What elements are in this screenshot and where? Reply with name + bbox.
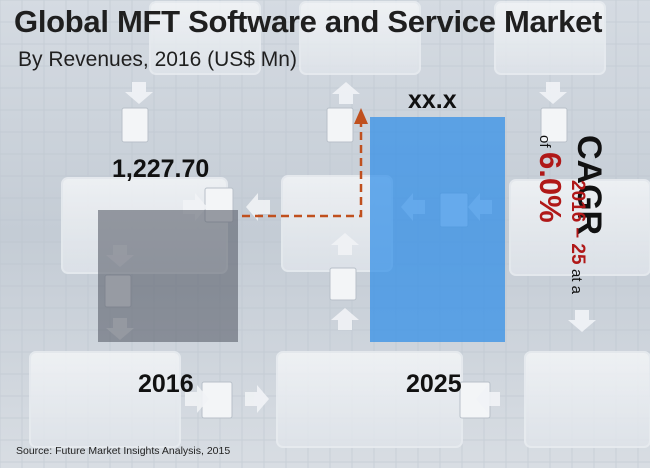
chart-subtitle: By Revenues, 2016 (US$ Mn) <box>18 48 297 71</box>
cagr-at: at a <box>568 268 585 295</box>
source-note: Source: Future Market Insights Analysis,… <box>16 445 231 457</box>
cagr-of: of <box>536 135 553 148</box>
cagr-rate: 6.0% <box>533 151 568 223</box>
data-label-2016: 1,227.70 <box>112 155 210 183</box>
growth-arrow-head <box>354 108 368 124</box>
bar-2016 <box>98 210 238 342</box>
x-tick-2025: 2025 <box>406 370 462 398</box>
chart-title: Global MFT Software and Service Market <box>14 4 603 39</box>
cagr-period: 2016 – 25 <box>567 180 588 265</box>
x-tick-2016: 2016 <box>138 370 194 398</box>
data-label-2025: xx.x <box>408 86 457 114</box>
growth-arrow <box>242 122 363 218</box>
bar-2025 <box>370 117 505 342</box>
